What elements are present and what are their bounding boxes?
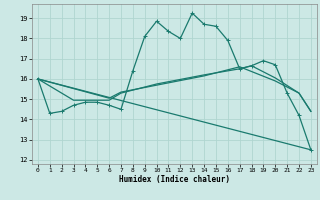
X-axis label: Humidex (Indice chaleur): Humidex (Indice chaleur): [119, 175, 230, 184]
